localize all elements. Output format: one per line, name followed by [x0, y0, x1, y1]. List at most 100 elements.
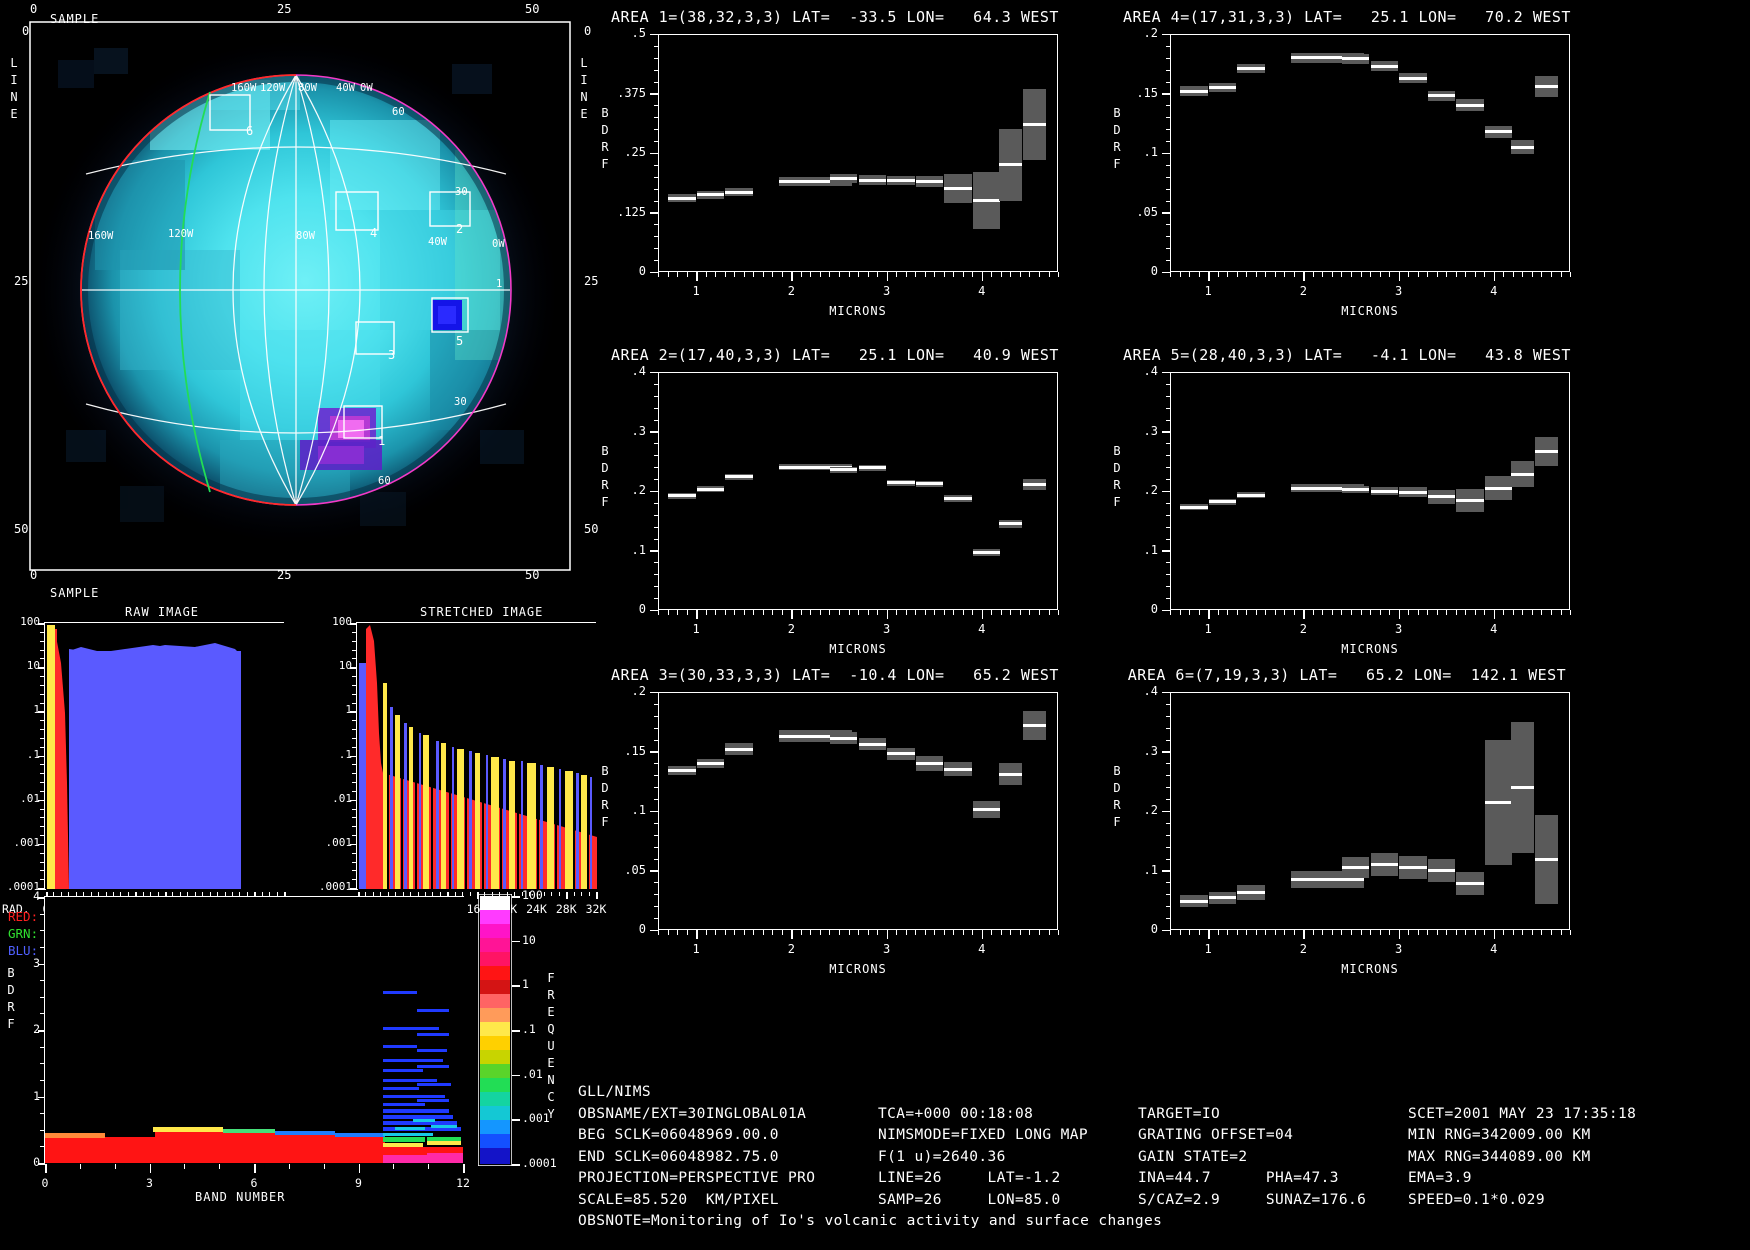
chart-xminor-area3: [924, 930, 926, 935]
hist-raw-x-tick-2: [105, 892, 107, 899]
chart-yminor-area5-0-1: [1166, 598, 1170, 600]
chart-ytick-label-area4-2: .1: [1143, 145, 1158, 159]
chart-xminor-area6: [1341, 930, 1343, 935]
chart-yminor-area3-2-1: [654, 799, 658, 801]
band-yminor-3-3: [40, 913, 44, 915]
band-xminor: [79, 1164, 81, 1169]
hist-str-y-minor-0-1: [352, 631, 356, 633]
hist-raw-y-minor-3-1: [40, 764, 44, 766]
chart-xminor-area3: [1029, 930, 1031, 935]
chart-xtick-label-area2-0: 1: [692, 622, 700, 636]
chart-mean-area5-0: [1180, 505, 1208, 509]
chart-xminor-area5: [1370, 610, 1371, 615]
chart-mean-area5-4: [1342, 487, 1370, 491]
chart-xminor-area3: [839, 930, 840, 935]
band-yminor-3-1: [40, 946, 44, 948]
chart-xminor-area4: [1560, 272, 1562, 277]
chart-mean-area5-7: [1427, 495, 1456, 499]
telemetry-cell-1-2: GRATING OFFSET=04: [1138, 1127, 1294, 1143]
chart-yminor-area5-1-1: [1166, 538, 1170, 540]
chart-ytick-area5-4: [1162, 371, 1170, 373]
chart-mean-area1-10: [998, 163, 1022, 167]
chart-xminor-area4: [1227, 272, 1229, 277]
chart-yminor-area6-1-1: [1166, 858, 1170, 860]
chart-mean-area2-4: [830, 468, 858, 472]
chart-mean-area5-10: [1510, 472, 1534, 476]
chart-xminor-area2: [800, 610, 802, 615]
hist-str-y-minor-4-4: [352, 835, 356, 836]
chart-mean-area4-5: [1370, 64, 1398, 68]
chart-xminor-area3: [658, 930, 659, 935]
chart-ytick-label-area5-3: .3: [1143, 423, 1158, 438]
chart-xminor-area1: [896, 272, 898, 277]
hist-str-y-label-4: .01: [332, 791, 352, 805]
chart-xminor-area3: [1058, 930, 1059, 935]
chart-xminor-area3: [1048, 930, 1050, 935]
chart-xminor-area4: [1236, 272, 1238, 277]
band-ytick-4: [38, 897, 46, 899]
chart-ytick-area3-1: [650, 870, 658, 872]
chart-xtick-label-area2-1: 2: [787, 622, 795, 636]
band-xminor: [114, 1164, 116, 1169]
chart-yminor-area2-3-2: [654, 407, 658, 409]
telemetry-cell-3-3: EMA=3.9: [1408, 1170, 1472, 1186]
image-axis-y-tick-25-right: 25: [584, 274, 599, 288]
chart-xminor-area2: [839, 610, 840, 615]
chart-xminor-area5: [1493, 610, 1495, 615]
chart-xminor-area6: [1189, 930, 1190, 935]
io-globe-render: [29, 21, 571, 571]
hist-str-x-minor: [514, 892, 516, 896]
chart-yminor-area3-2-4: [654, 763, 658, 765]
chart-yminor-area2-1-2: [654, 526, 658, 528]
chart-xminor-area1: [877, 272, 878, 277]
chart-xminor-area6: [1398, 930, 1400, 935]
chart-xtick-label-area5-0: 1: [1204, 622, 1212, 636]
globe-lon-80w-top: 80W: [298, 82, 317, 94]
hist-raw-y-label-2: 1: [33, 703, 40, 717]
chart-mean-area2-9: [972, 551, 1001, 555]
chart-xminor-area5: [1255, 610, 1257, 615]
chart-xtick-label-area3-1: 2: [787, 942, 795, 956]
chart-mean-area1-7: [915, 180, 944, 184]
telemetry-cell-4-1: SAMP=26 LON=85.0: [878, 1191, 1061, 1208]
chart-xtick-label-area3-3: 4: [978, 942, 986, 956]
hist-raw-y-minor-5-2: [40, 861, 44, 863]
chart-xminor-area5: [1303, 610, 1305, 615]
hist-raw-x-tick-3: [135, 892, 137, 899]
chart-title-area5: AREA 5=(28,40,3,3) LAT= -4.1 LON= 43.8 W…: [1123, 346, 1571, 364]
chart-xtick-label-area6-1: 2: [1299, 942, 1307, 956]
chart-yminor-area5-3-1: [1166, 419, 1170, 421]
chart-xminor-area6: [1198, 930, 1200, 935]
chart-yminor-area3-3-1: [654, 739, 658, 741]
chart-xminor-area4: [1274, 272, 1276, 277]
chart-xminor-area6: [1551, 930, 1552, 935]
band-xminor: [393, 1164, 395, 1169]
chart-mean-area2-6: [887, 481, 915, 485]
hist-raw-x-minor: [231, 892, 233, 896]
chart-frame-area3: [658, 692, 1058, 930]
band-yminor-3-2: [40, 930, 44, 932]
hist-str-x-minor: [588, 892, 590, 896]
band-yminor-1-2: [40, 1063, 44, 1065]
chart-xminor-area2: [753, 610, 755, 615]
hist-raw-stat-channel-2: BLU:: [8, 943, 39, 958]
chart-ytick-area3-4: [650, 691, 658, 693]
chart-xminor-area5: [1389, 610, 1390, 615]
chart-xminor-area2: [1048, 610, 1050, 615]
hist-str-x-tick-0: [358, 892, 360, 899]
chart-mean-area6-3: [1290, 877, 1364, 881]
chart-mean-area2-11: [1022, 482, 1046, 486]
hist-str-y-label-0: 100: [332, 615, 352, 628]
chart-mean-area5-3: [1290, 486, 1364, 490]
band-ytick-label-0: 0: [33, 1155, 40, 1169]
chart-yminor-area5-2-4: [1166, 443, 1170, 445]
chart-xminor-area5: [1312, 610, 1314, 615]
telemetry-cell-3-1: LINE=26 LAT=-1.2: [878, 1170, 1061, 1186]
hist-raw-y-minor-0-1: [40, 631, 44, 633]
chart-xminor-area3: [819, 930, 821, 935]
hist-raw-x-minor: [179, 892, 181, 896]
chart-yminor-area2-1-3: [654, 514, 658, 516]
telemetry-header: GLL/NIMS: [578, 1084, 652, 1100]
chart-mean-area4-10: [1510, 145, 1534, 149]
